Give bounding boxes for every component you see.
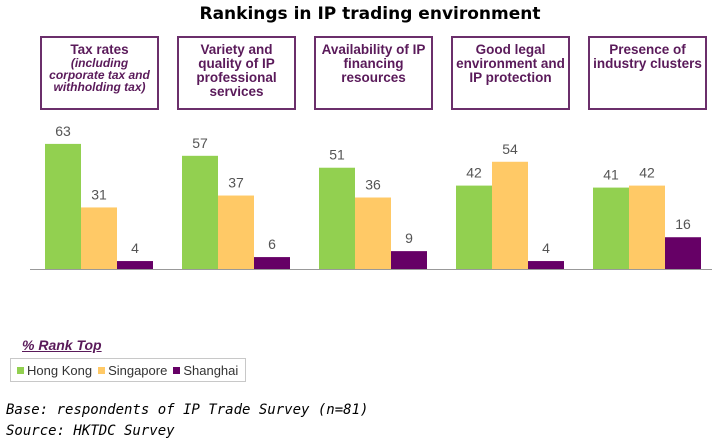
legend-label: Hong Kong <box>27 362 93 378</box>
bar <box>218 195 254 269</box>
bar <box>182 155 218 269</box>
bar <box>45 143 81 269</box>
bar <box>81 207 117 269</box>
category-label-box: Presence of industry clusters <box>588 36 707 110</box>
bar <box>319 167 355 269</box>
category-sublabel: (including corporate tax and withholding… <box>49 56 150 94</box>
legend-item: Shanghai <box>173 363 238 378</box>
legend-label: Shanghai <box>183 362 239 378</box>
category-label-box: Tax rates (including corporate tax and wi… <box>40 36 159 110</box>
bar <box>355 197 391 269</box>
legend-item: Singapore <box>98 363 167 378</box>
bar <box>528 261 564 269</box>
bar <box>492 161 528 269</box>
data-label: 36 <box>365 177 381 193</box>
bar <box>629 185 665 269</box>
category-label: Tax rates <box>70 42 129 57</box>
legend-swatch <box>17 366 24 374</box>
footnote-base: Base: respondents of IP Trade Survey (n=… <box>6 402 369 418</box>
bar <box>665 237 701 269</box>
data-label: 37 <box>228 175 244 191</box>
data-label: 57 <box>192 135 208 151</box>
data-label: 4 <box>131 240 139 256</box>
data-label: 63 <box>55 123 71 139</box>
chart-title: Rankings in IP trading environment <box>199 4 541 24</box>
legend: Hong Kong Singapore Shanghai <box>10 358 246 382</box>
bar <box>254 257 290 269</box>
legend-swatch <box>173 366 181 374</box>
bar <box>117 261 153 269</box>
bar <box>456 185 492 269</box>
category-label-box: Availability of IP financing resources <box>314 36 433 110</box>
data-label: 9 <box>405 230 413 246</box>
bar-chart: 63 57 51 42 41 31 37 36 54 42 4 6 9 4 16 <box>30 123 712 270</box>
data-label: 54 <box>502 141 518 157</box>
data-label: 31 <box>91 186 107 202</box>
legend-label: Singapore <box>108 362 168 378</box>
category-label-box: Good legal environment and IP protection <box>451 36 570 110</box>
data-label: 42 <box>466 165 482 181</box>
data-label: 16 <box>675 216 691 232</box>
bar <box>391 251 427 269</box>
category-label-box: Variety and quality of IP professional s… <box>177 36 296 110</box>
data-label: 6 <box>268 236 276 252</box>
legend-title: % Rank Top <box>22 337 102 353</box>
legend-item: Hong Kong <box>17 363 92 378</box>
legend-swatch <box>98 366 106 374</box>
data-label: 42 <box>639 165 655 181</box>
data-label: 51 <box>329 147 345 163</box>
footnote-source: Source: HKTDC Survey <box>6 423 175 439</box>
category-label: Availability of IP financing resources <box>321 42 426 85</box>
category-label: Presence of industry clusters <box>593 42 702 71</box>
bar <box>593 187 629 269</box>
category-label: Variety and quality of IP professional s… <box>196 42 277 99</box>
data-label: 4 <box>542 240 550 256</box>
category-label: Good legal environment and IP protection <box>456 42 565 85</box>
data-label: 41 <box>603 167 619 183</box>
